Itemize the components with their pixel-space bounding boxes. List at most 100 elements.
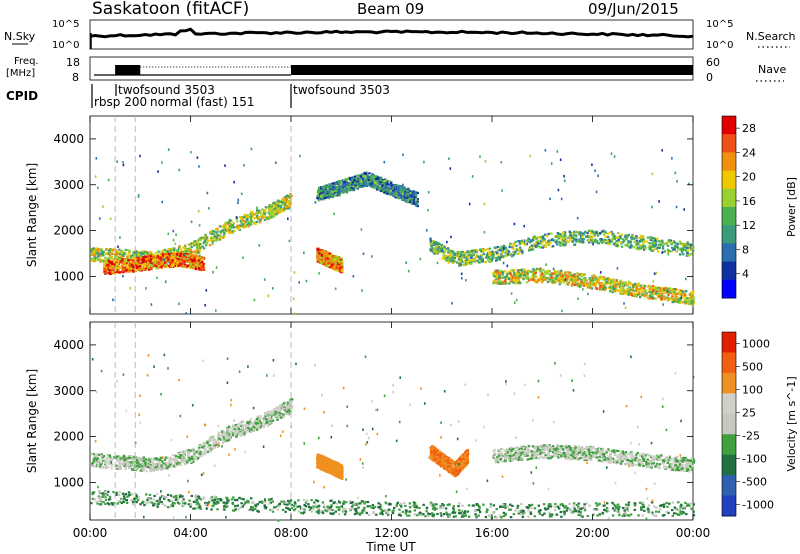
power-panel-cell	[389, 180, 392, 183]
power-panel-cell	[323, 262, 327, 265]
power-panel-cell	[339, 263, 342, 266]
power-panel-cell	[649, 238, 653, 241]
power-panel-cell	[618, 285, 622, 289]
power-panel-cell	[174, 265, 177, 268]
power-panel-cell	[272, 215, 275, 218]
power-panel-cell	[496, 251, 499, 254]
power-panel-cell	[510, 269, 513, 272]
power-panel-cell	[485, 253, 489, 256]
nave-tick-bottom: 0	[706, 71, 713, 84]
power-panel-cell	[186, 257, 189, 261]
power-panel-cell	[552, 280, 555, 283]
power-panel-cell	[669, 291, 672, 295]
power-panel-cell	[582, 284, 586, 287]
power-panel-cell	[319, 258, 323, 261]
power-panel-cell	[510, 277, 514, 280]
power-panel-cell	[501, 249, 505, 252]
power-panel-cell	[128, 250, 131, 253]
power-panel-cell	[267, 211, 271, 214]
power-panel-cell	[518, 242, 522, 245]
nave-label: Nave	[758, 63, 786, 76]
power-panel-cell	[110, 255, 113, 258]
power-panel-cell	[118, 266, 121, 269]
power-panel-cell	[500, 280, 503, 283]
power-panel-cell	[649, 286, 652, 289]
power-panel-cell	[164, 259, 167, 262]
power-panel-cell	[632, 294, 636, 297]
power-panel-cell	[147, 264, 150, 267]
power-panel-cell	[532, 278, 535, 281]
power-panel-cell	[601, 241, 604, 244]
power-panel-cell	[180, 258, 184, 261]
power-panel-cell	[284, 197, 287, 201]
power-panel-cell	[556, 232, 560, 235]
power-panel-cell	[534, 269, 538, 272]
power-panel-cell	[110, 269, 113, 272]
power-panel-cell	[498, 258, 501, 261]
power-panel-cell	[108, 257, 111, 260]
power-panel-cell	[659, 243, 662, 246]
power-panel-cell	[554, 241, 558, 244]
power-panel-cell	[111, 265, 115, 268]
power-panel-cell	[488, 254, 492, 257]
power-panel-cell	[527, 237, 530, 240]
power-panel-cell	[554, 277, 557, 280]
power-panel-cell	[679, 291, 682, 294]
power-panel-cell	[330, 256, 333, 259]
power-panel-cell	[127, 270, 130, 273]
power-panel-cell	[132, 264, 135, 268]
power-panel-cell	[620, 233, 623, 236]
power-panel-cell	[608, 285, 612, 289]
power-panel-cell	[432, 240, 435, 243]
power-panel-cell	[121, 265, 124, 268]
power-panel-cell	[336, 264, 340, 267]
power-panel-cell	[429, 248, 432, 251]
power-panel-cell	[593, 234, 596, 237]
power-panel-cell	[575, 277, 578, 280]
power-panel-cell	[592, 231, 596, 234]
power-panel-cell	[678, 289, 681, 292]
power-panel-cell	[373, 180, 377, 183]
power-panel-cell	[332, 265, 336, 268]
power-panel-cell	[665, 243, 668, 246]
power-panel-cell	[156, 255, 159, 258]
power-panel-cell	[558, 232, 561, 236]
power-panel-cell	[368, 184, 371, 187]
power-panel-cell	[542, 268, 545, 271]
power-panel-cell	[678, 248, 681, 251]
power-panel-cell	[661, 292, 665, 295]
power-panel-cell	[673, 247, 676, 250]
power-panel-cell	[644, 289, 647, 292]
power-panel-cell	[457, 258, 461, 261]
power-panel-cell	[192, 251, 195, 254]
power-panel-cell	[655, 290, 658, 294]
power-panel-cell	[286, 207, 290, 210]
power-panel-cell	[497, 271, 501, 274]
power-panel-cell	[517, 252, 520, 255]
power-panel-cell	[665, 289, 668, 292]
power-panel-cell	[214, 235, 217, 238]
nsky-tick-bottom: 10^0	[52, 40, 79, 51]
power-panel-cell	[493, 271, 496, 274]
power-panel-cell	[189, 250, 192, 253]
power-panel-cell	[689, 297, 692, 300]
power-panel-cell	[690, 291, 693, 294]
power-panel-cell	[120, 261, 124, 264]
power-panel-cell	[519, 246, 522, 249]
power-panel-cell	[565, 276, 568, 279]
power-panel-cell	[555, 235, 558, 238]
power-panel-cell	[518, 243, 521, 246]
power-panel-cell	[277, 202, 280, 205]
power-panel-cell	[503, 276, 507, 279]
power-panel-cell	[200, 256, 203, 259]
power-panel-cell	[232, 230, 235, 233]
power-panel-cell	[447, 248, 450, 251]
power-panel-cell	[656, 237, 659, 240]
power-panel-cell	[138, 251, 142, 254]
power-panel-cell	[565, 274, 569, 277]
power-panel-cell	[114, 263, 117, 266]
power-panel-cell	[607, 282, 610, 285]
nsky-trace	[89, 27, 694, 39]
power-panel-cell	[497, 255, 500, 259]
power-panel-cell	[583, 278, 587, 281]
